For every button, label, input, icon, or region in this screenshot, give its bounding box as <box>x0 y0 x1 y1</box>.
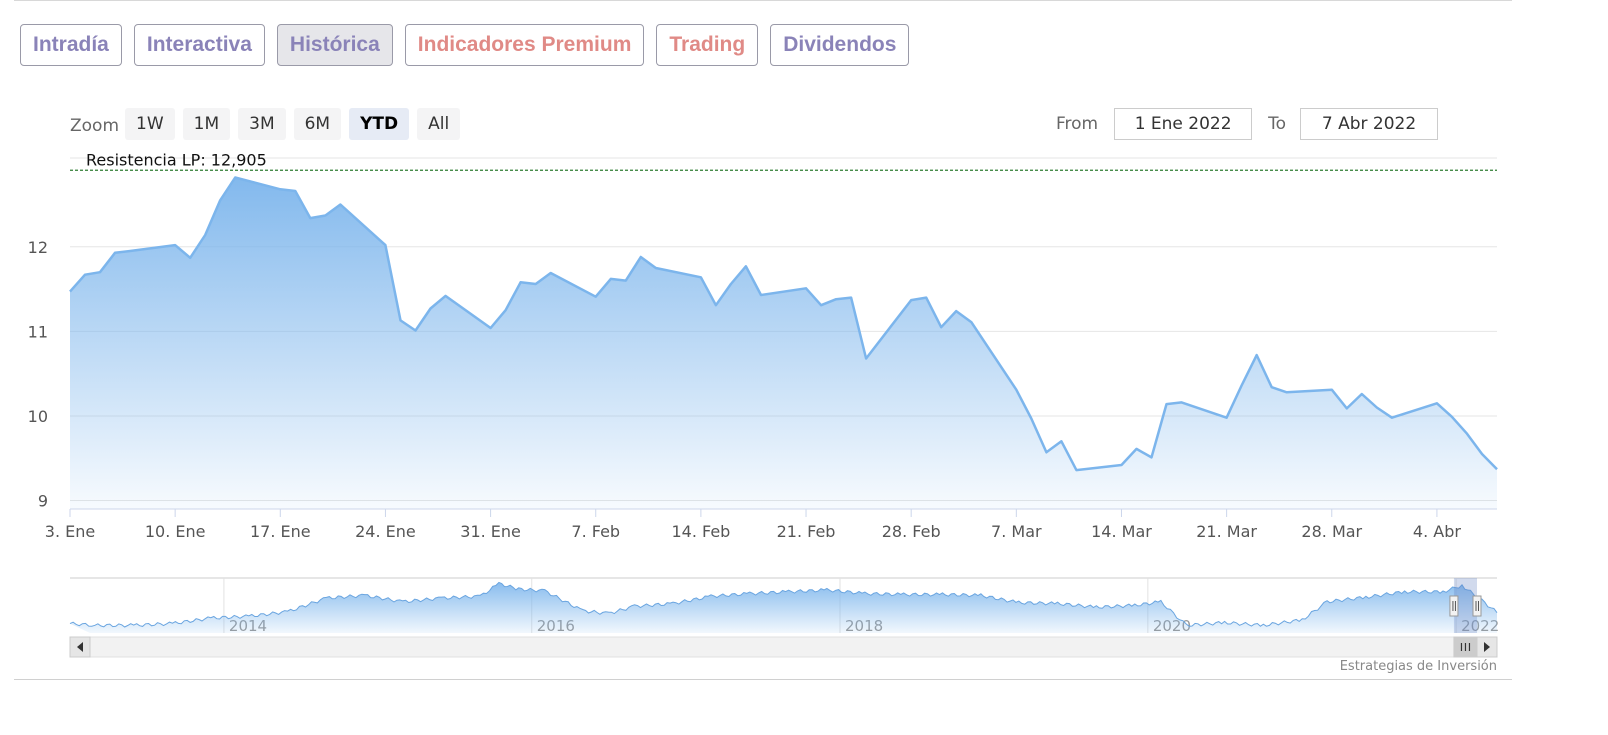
navigator-year-label: 2022 <box>1461 617 1499 635</box>
y-tick-label: 11 <box>28 322 48 341</box>
tab-hist-rica[interactable]: Histórica <box>276 24 393 66</box>
tab-trading[interactable]: Trading <box>656 24 759 66</box>
zoom-button-all[interactable]: All <box>417 108 461 140</box>
x-tick-label: 21. Mar <box>1196 522 1257 541</box>
x-tick-label: 31. Ene <box>460 522 521 541</box>
grid-lines <box>70 157 1497 502</box>
zoom-selector: Zoom 1W 1M 3M 6M YTD All <box>70 108 468 140</box>
navigator-handle-right[interactable] <box>1472 595 1482 617</box>
x-tick-label: 28. Mar <box>1301 522 1362 541</box>
price-line <box>69 176 1498 472</box>
x-tick-label: 3. Ene <box>45 522 95 541</box>
zoom-button-3m[interactable]: 3M <box>238 108 286 140</box>
navigator-line <box>69 581 1498 628</box>
x-tick-label: 17. Ene <box>250 522 311 541</box>
scroll-right-button <box>1476 636 1498 658</box>
x-tick-label: 21. Feb <box>777 522 836 541</box>
zoom-button-1m[interactable]: 1M <box>182 108 231 140</box>
tab-indicadores-premium[interactable]: Indicadores Premium <box>404 24 645 66</box>
y-tick-label: 12 <box>28 238 48 257</box>
x-tick-label: 14. Mar <box>1091 522 1152 541</box>
resistance-label: Resistencia LP: 12,905 <box>86 150 267 169</box>
scrollbar-track <box>69 636 1498 658</box>
navigator-handle-left[interactable] <box>1449 595 1459 617</box>
x-tick-label: 7. Feb <box>571 522 620 541</box>
navigator-area <box>70 582 1497 633</box>
navigator-year-label: 2018 <box>845 617 883 635</box>
tab-intrad-a[interactable]: Intradía <box>20 24 122 66</box>
y-axis: 9 10 11 12 <box>28 238 48 511</box>
x-tick-label: 7. Mar <box>991 522 1042 541</box>
navigator-year-label: 2020 <box>1153 617 1191 635</box>
x-tick-label: 24. Ene <box>355 522 416 541</box>
navigator-year-label: 2016 <box>537 617 575 635</box>
chart-tabs: Intradía Interactiva Histórica Indicadores … <box>20 24 921 66</box>
scrollbar-thumb <box>1453 636 1478 658</box>
zoom-label: Zoom <box>70 116 120 136</box>
scroll-left-button <box>69 636 91 658</box>
handle-box <box>1472 595 1482 617</box>
zoom-button-1w[interactable]: 1W <box>125 108 175 140</box>
y-tick-label: 9 <box>38 492 48 511</box>
tab-dividendos[interactable]: Dividendos <box>770 24 910 66</box>
zoom-button-6m[interactable]: 6M <box>293 108 342 140</box>
chart-credits[interactable]: Estrategias de Inversión <box>1339 659 1497 674</box>
y-tick-label: 10 <box>28 407 48 426</box>
navigator-year-label: 2014 <box>229 617 267 635</box>
x-tick-label: 14. Feb <box>671 522 730 541</box>
from-label: From <box>1056 114 1099 134</box>
price-area <box>70 177 1497 509</box>
x-tick-label: 10. Ene <box>145 522 206 541</box>
chevron-right-icon <box>1484 642 1490 652</box>
to-label: To <box>1268 114 1287 134</box>
handle-box <box>1449 595 1459 617</box>
from-date-input[interactable]: 1 Ene 2022 <box>1114 108 1253 140</box>
navigator-selection <box>1453 578 1477 633</box>
chevron-left-icon <box>77 642 83 652</box>
date-range: From 1 Ene 2022 To 7 Abr 2022 <box>1056 108 1439 140</box>
resistance-line: Resistencia LP: 12,905 <box>70 150 1497 171</box>
to-date-input[interactable]: 7 Abr 2022 <box>1300 108 1439 140</box>
top-divider <box>14 0 1512 1</box>
zoom-button-ytd[interactable]: YTD <box>349 108 410 140</box>
x-tick-label: 28. Feb <box>882 522 941 541</box>
x-axis: 3. Ene 10. Ene 17. Ene 24. Ene 31. Ene 7. Feb… <box>45 508 1497 541</box>
tab-interactiva[interactable]: Interactiva <box>133 24 265 66</box>
navigator: 2014 2016 2018 2020 2022 <box>69 577 1499 658</box>
price-series <box>69 176 1498 509</box>
bottom-divider <box>14 679 1512 680</box>
x-tick-label: 4. Abr <box>1413 522 1461 541</box>
navigator-scrollbar[interactable] <box>69 636 1498 658</box>
